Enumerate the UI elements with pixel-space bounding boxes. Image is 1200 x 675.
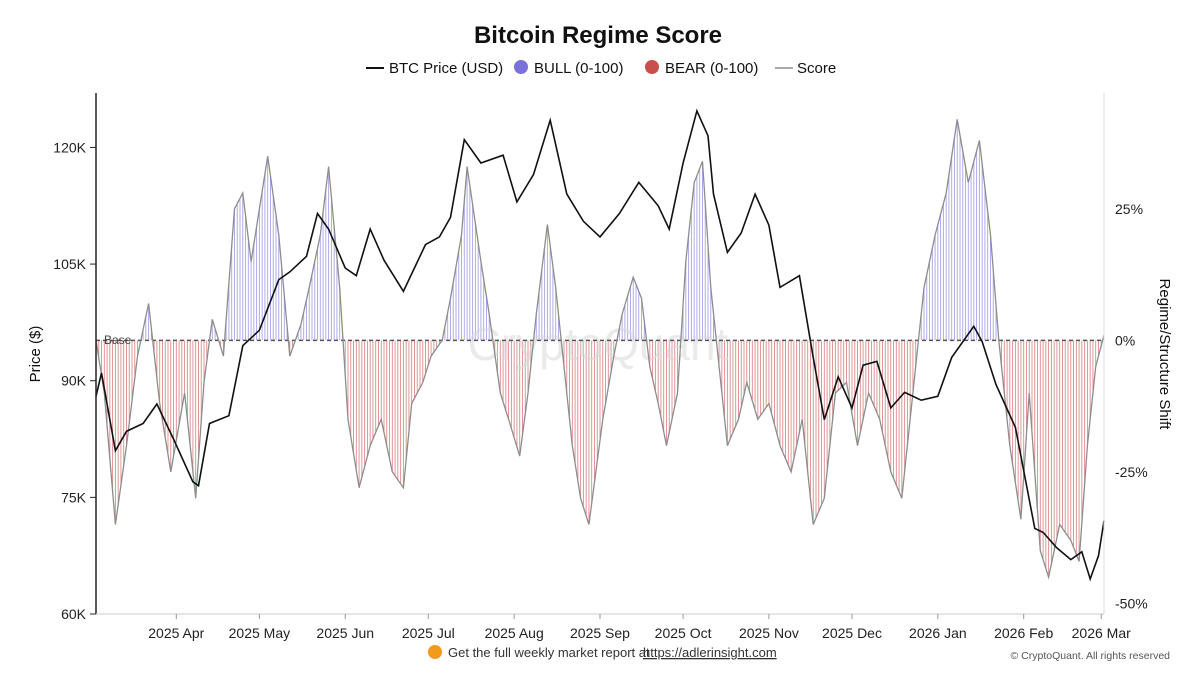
legend: BTC Price (USD) BULL (0-100) BEAR (0-100… <box>366 60 836 77</box>
footer-text: Get the full weekly market report at <box>448 645 650 660</box>
chart-title: Bitcoin Regime Score <box>474 22 722 49</box>
right-tick-label: -50% <box>1115 595 1148 611</box>
x-tick-label: 2025 Jun <box>316 625 374 641</box>
price-series-line <box>95 108 1105 582</box>
left-tick-label: 75K <box>61 489 87 505</box>
legend-price-label: BTC Price (USD) <box>389 60 503 77</box>
x-tick-label: 2026 Mar <box>1072 625 1131 641</box>
x-tick-label: 2025 Oct <box>655 625 712 641</box>
legend-bull-label: BULL (0-100) <box>534 60 624 77</box>
right-tick-label: 0% <box>1115 332 1135 348</box>
left-tick-label: 120K <box>53 139 86 155</box>
copyright-text: © CryptoQuant. All rights reserved <box>1011 650 1171 662</box>
legend-bull-swatch <box>514 60 528 74</box>
legend-bear-swatch <box>645 60 659 74</box>
legend-bear-label: BEAR (0-100) <box>665 60 758 77</box>
x-tick-label: 2025 Apr <box>148 625 204 641</box>
right-tick-label: 25% <box>1115 201 1143 217</box>
footer-link[interactable]: https://adlerinsight.com <box>643 645 777 660</box>
x-tick-label: 2025 Jul <box>402 625 455 641</box>
legend-score-label: Score <box>797 60 836 77</box>
base-label: Base <box>104 333 132 347</box>
x-tick-label: 2026 Jan <box>909 625 967 641</box>
watermark-text: CryptoQuant <box>468 318 729 370</box>
right-axis-title: Regime/Structure Shift <box>1156 279 1173 431</box>
left-tick-group: 60K 75K 90K 105K 120K <box>53 139 96 622</box>
x-tick-label: 2026 Feb <box>994 625 1053 641</box>
right-tick-label: -25% <box>1115 464 1148 480</box>
right-tick-group: -50% -25% 0% 25% <box>1115 201 1148 612</box>
left-tick-label: 90K <box>61 373 87 389</box>
x-tick-label: 2025 Nov <box>739 625 799 641</box>
left-tick-label: 60K <box>61 606 87 622</box>
orange-circle-icon <box>428 645 442 659</box>
x-tick-label: 2025 Sep <box>570 625 630 641</box>
left-axis-title: Price ($) <box>27 326 44 383</box>
x-tick-label: 2025 Aug <box>485 625 544 641</box>
left-tick-label: 105K <box>53 256 86 272</box>
x-tick-label: 2025 May <box>229 625 290 641</box>
x-tick-group: 2025 Apr 2025 May 2025 Jun 2025 Jul 2025 Aug… <box>148 614 1131 641</box>
footer: Get the full weekly market report at htt… <box>428 645 1170 662</box>
score-series-line <box>95 119 1105 580</box>
x-tick-label: 2025 Dec <box>822 625 882 641</box>
